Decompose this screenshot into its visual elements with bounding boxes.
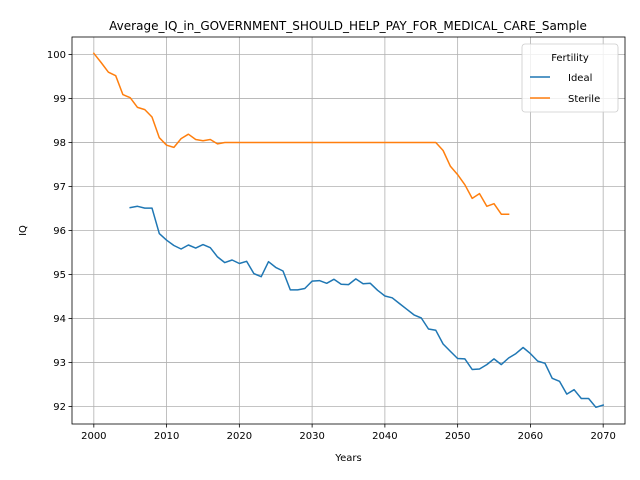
x-tick-label: 2050 — [445, 431, 470, 442]
x-tick-label: 2060 — [518, 431, 543, 442]
y-tick-label: 98 — [53, 138, 66, 149]
x-tick-label: 2040 — [372, 431, 397, 442]
x-tick-label: 2020 — [227, 431, 252, 442]
y-tick-label: 92 — [53, 402, 66, 413]
x-tick-label: 2010 — [154, 431, 179, 442]
legend-title: Fertility — [551, 53, 589, 64]
y-axis: 92 93 94 95 96 97 98 99 100 — [47, 50, 72, 413]
series-layer — [92, 52, 605, 409]
legend: Fertility Ideal Sterile — [521, 43, 619, 113]
x-axis: 2000 2010 2020 2030 2040 2050 2060 2070 — [81, 424, 616, 442]
x-tick-label: 2000 — [81, 431, 106, 442]
y-tick-label: 99 — [53, 94, 66, 105]
y-tick-label: 100 — [47, 50, 66, 61]
x-tick-label: 2070 — [590, 431, 615, 442]
y-tick-label: 96 — [53, 226, 66, 237]
legend-label-ideal: Ideal — [568, 73, 592, 84]
series-line-sterile — [92, 52, 510, 215]
chart-title: Average_IQ_in_GOVERNMENT_SHOULD_HELP_PAY… — [109, 19, 587, 33]
y-tick-label: 94 — [53, 314, 66, 325]
series-line-ideal — [129, 205, 605, 409]
x-axis-title: Years — [334, 453, 361, 464]
y-tick-label: 97 — [53, 182, 66, 193]
y-axis-title: IQ — [18, 225, 29, 236]
y-tick-label: 95 — [53, 270, 66, 281]
x-tick-label: 2030 — [299, 431, 324, 442]
legend-box — [521, 43, 619, 113]
legend-label-sterile: Sterile — [568, 94, 600, 105]
y-tick-label: 93 — [53, 358, 66, 369]
